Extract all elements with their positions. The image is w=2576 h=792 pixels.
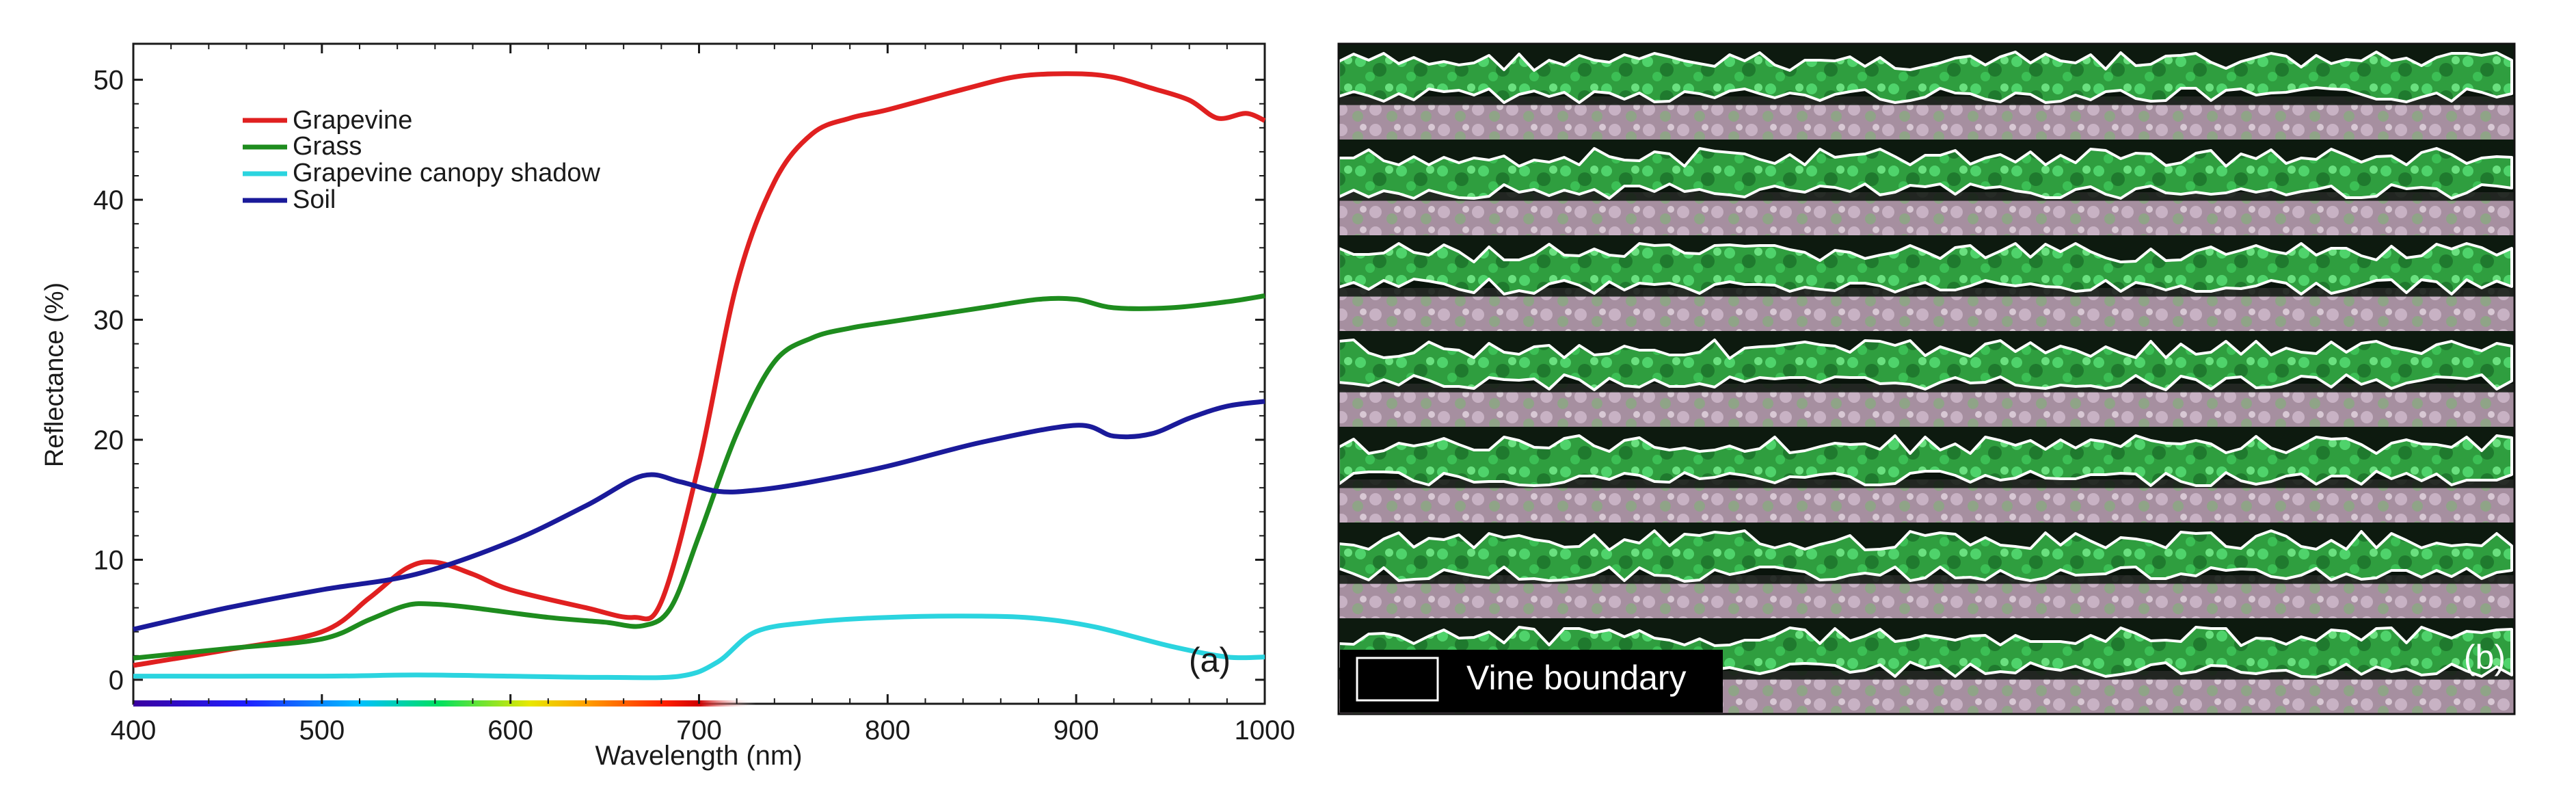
- reflectance-chart: 400 500 600 700 800 900 1000 0 10 20 30 40 50 Reflec…: [40, 42, 1296, 771]
- x-tick-label: 800: [865, 715, 911, 745]
- series-line-grapevine: [133, 71, 1266, 668]
- vine-boundary-outline: [1339, 147, 2513, 200]
- y-axis-label: Reflectance (%): [40, 282, 69, 467]
- vine-boundary-label: Vine boundary: [1466, 659, 1687, 697]
- x-tick-label: 600: [487, 715, 533, 745]
- vine-canopy-row: [1339, 243, 2512, 294]
- series-line-soil: [133, 399, 1265, 632]
- y-tick-label: 30: [94, 306, 124, 336]
- series-line-grass: [133, 293, 1265, 661]
- y-tick-label: 40: [94, 185, 124, 215]
- vine-canopy-row: [1339, 52, 2512, 103]
- legend-label-grass: Grass: [293, 132, 362, 161]
- legend-label-soil: Soil: [293, 185, 336, 214]
- vine-boundary-outline: [1339, 242, 2513, 295]
- vine-boundary-outline: [1339, 434, 2513, 487]
- legend-label-shadow: Grapevine canopy shadow: [293, 159, 601, 187]
- x-tick-label: 400: [111, 715, 157, 745]
- vine-boundary-outline: [1339, 529, 2513, 583]
- series-line-grapevine-canopy-shadow: [133, 613, 1265, 681]
- legend-box: [1340, 650, 1723, 713]
- x-tick-label: 900: [1054, 715, 1099, 745]
- legend: Grapevine Grass Grapevine canopy shadow …: [243, 106, 601, 214]
- vine-boundary-swatch: [1356, 657, 1439, 702]
- panel-label-a: (a): [1189, 641, 1231, 679]
- vineyard-image: Vine boundary (b): [1337, 42, 2516, 715]
- image-frame: [1337, 42, 2516, 715]
- vine-boundary-outline: [1339, 339, 2513, 391]
- x-tick-label: 1000: [1235, 715, 1296, 745]
- panel-label-b: (b): [2464, 638, 2506, 676]
- x-axis-label: Wavelength (nm): [595, 741, 802, 771]
- y-tick-label: 20: [94, 425, 124, 456]
- legend-label-grapevine: Grapevine: [293, 106, 412, 135]
- y-tick-label: 10: [94, 545, 124, 575]
- vine-canopy-row: [1339, 340, 2512, 390]
- vine-boundary-outline: [1339, 51, 2513, 104]
- y-tick-label: 50: [94, 66, 124, 96]
- x-tick-label: 700: [676, 715, 722, 745]
- x-tick-label: 500: [299, 715, 345, 745]
- y-tick-label: 0: [109, 665, 124, 696]
